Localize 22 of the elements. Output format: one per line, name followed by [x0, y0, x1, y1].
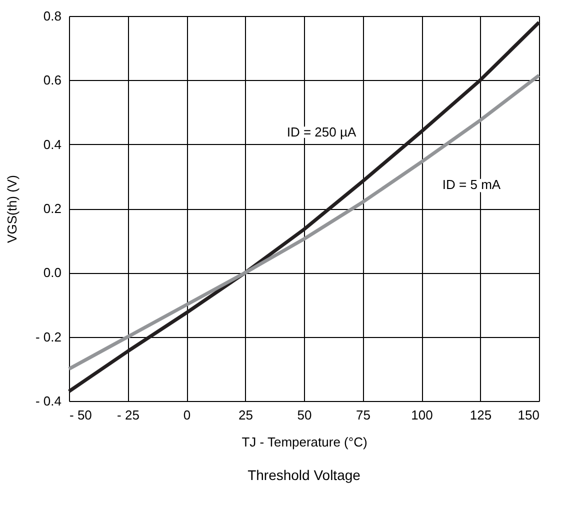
x-tick-label: 125 — [470, 408, 492, 422]
series-label: ID = 5 mA — [442, 176, 501, 192]
y-tick-label: - 0.4 — [35, 394, 62, 408]
y-tick-label: 0.4 — [43, 136, 62, 152]
x-tick-label: 100 — [411, 408, 433, 422]
x-tick-label: 75 — [356, 408, 370, 422]
text: Threshold Voltage — [248, 467, 361, 483]
x-tick-label: - 50 — [70, 408, 92, 422]
y-tick-label: 0.8 — [43, 8, 62, 24]
x-tick-label: - 25 — [117, 408, 140, 422]
y-tick-label: 0.0 — [43, 265, 62, 280]
y-tick-label: 0.2 — [43, 201, 62, 216]
x-tick-label: 25 — [238, 408, 253, 422]
line-series — [67, 74, 541, 371]
line-series — [67, 20, 541, 394]
y-tick-label: 0.6 — [43, 72, 62, 88]
y-tick-label: - 0.2 — [35, 329, 62, 344]
y-axis-title: VGS(th) (V) — [4, 175, 20, 243]
x-tick-label: 150 — [518, 408, 540, 422]
x-tick-label: 50 — [297, 408, 312, 422]
x-tick-label: 0 — [183, 408, 191, 422]
x-axis-title: TJ - Temperature (°C) — [242, 434, 368, 450]
